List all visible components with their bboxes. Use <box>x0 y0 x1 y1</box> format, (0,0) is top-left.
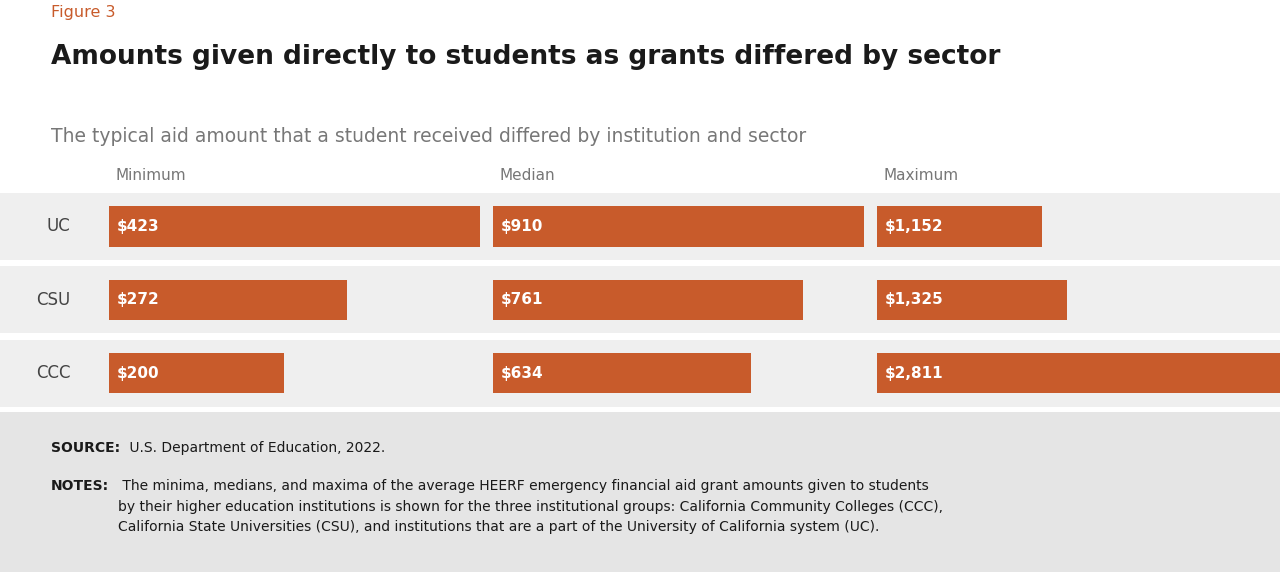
Text: Minimum: Minimum <box>115 168 186 183</box>
Text: $2,811: $2,811 <box>884 366 943 381</box>
FancyBboxPatch shape <box>493 206 864 247</box>
FancyBboxPatch shape <box>0 340 1280 407</box>
Text: $634: $634 <box>500 366 543 381</box>
Text: Maximum: Maximum <box>883 168 959 183</box>
FancyBboxPatch shape <box>0 412 1280 572</box>
Text: $910: $910 <box>500 219 543 234</box>
FancyBboxPatch shape <box>877 280 1066 320</box>
Text: $272: $272 <box>116 292 159 307</box>
Text: Figure 3: Figure 3 <box>51 5 115 20</box>
FancyBboxPatch shape <box>0 193 1280 260</box>
FancyBboxPatch shape <box>877 353 1280 394</box>
FancyBboxPatch shape <box>109 280 347 320</box>
FancyBboxPatch shape <box>0 267 1280 333</box>
FancyBboxPatch shape <box>109 206 480 247</box>
Text: Amounts given directly to students as grants differed by sector: Amounts given directly to students as gr… <box>51 44 1001 70</box>
FancyBboxPatch shape <box>493 353 751 394</box>
Text: $200: $200 <box>116 366 159 381</box>
Text: $423: $423 <box>116 219 159 234</box>
Text: CSU: CSU <box>36 291 70 309</box>
Text: The typical aid amount that a student received differed by institution and secto: The typical aid amount that a student re… <box>51 127 806 146</box>
Text: $761: $761 <box>500 292 543 307</box>
Text: $1,152: $1,152 <box>884 219 943 234</box>
Text: U.S. Department of Education, 2022.: U.S. Department of Education, 2022. <box>125 440 385 455</box>
Text: The minima, medians, and maxima of the average HEERF emergency financial aid gra: The minima, medians, and maxima of the a… <box>118 479 943 534</box>
FancyBboxPatch shape <box>493 280 804 320</box>
Text: CCC: CCC <box>36 364 70 382</box>
Text: Median: Median <box>499 168 554 183</box>
Text: UC: UC <box>46 217 70 236</box>
Text: SOURCE:: SOURCE: <box>51 440 120 455</box>
FancyBboxPatch shape <box>877 206 1042 247</box>
Text: $1,325: $1,325 <box>884 292 943 307</box>
FancyBboxPatch shape <box>109 353 284 394</box>
Text: NOTES:: NOTES: <box>51 479 109 493</box>
